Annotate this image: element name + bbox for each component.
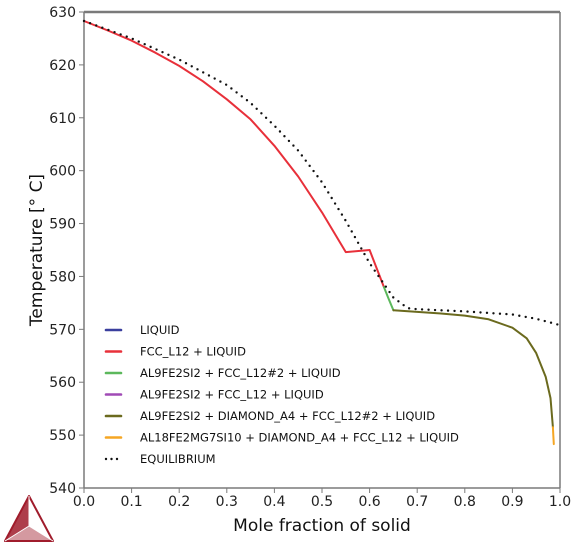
x-tick-label: 1.0 bbox=[549, 494, 571, 510]
y-axis-title: Temperature [° C] bbox=[27, 174, 47, 327]
x-tick-label: 0.3 bbox=[216, 494, 238, 510]
x-axis-ticks: 0.0 0.1 0.2 0.3 0.4 0.5 0.6 0.7 0.8 0.9 1.0 bbox=[73, 488, 571, 510]
y-tick-label: 580 bbox=[49, 269, 76, 285]
logo-edge bbox=[4, 525, 30, 542]
y-tick-label: 550 bbox=[49, 428, 76, 444]
x-tick-label: 0.2 bbox=[168, 494, 190, 510]
legend-label: AL9FE2SI2 + FCC_L12 + LIQUID bbox=[140, 388, 324, 402]
y-tick-label: 560 bbox=[49, 375, 76, 391]
y-tick-label: 620 bbox=[49, 58, 76, 74]
x-axis-title: Mole fraction of solid bbox=[233, 516, 411, 536]
x-tick-label: 0.8 bbox=[454, 494, 476, 510]
legend-label: FCC_L12 + LIQUID bbox=[140, 345, 246, 359]
y-tick-label: 570 bbox=[49, 322, 76, 338]
x-tick-label: 0.5 bbox=[311, 494, 333, 510]
y-tick-label: 630 bbox=[49, 5, 76, 21]
series-line-2 bbox=[83, 20, 385, 288]
legend-label: AL9FE2SI2 + FCC_L12#2 + LIQUID bbox=[140, 366, 341, 380]
series-layer bbox=[82, 19, 562, 446]
legend-label: EQUILIBRIUM bbox=[140, 452, 216, 466]
y-tick-label: 600 bbox=[49, 164, 76, 180]
series-line-3 bbox=[382, 286, 395, 312]
x-tick-label: 0.0 bbox=[73, 494, 95, 510]
series-line-5 bbox=[392, 309, 554, 429]
series-line-6 bbox=[551, 426, 555, 446]
legend-label: LIQUID bbox=[140, 323, 180, 337]
triangle-logo-icon bbox=[4, 495, 54, 542]
y-tick-label: 610 bbox=[49, 111, 76, 127]
y-tick-label: 540 bbox=[49, 481, 76, 497]
series-line-7 bbox=[82, 19, 562, 327]
x-tick-label: 0.4 bbox=[263, 494, 285, 510]
legend: LIQUID FCC_L12 + LIQUID AL9FE2SI2 + FCC_L1… bbox=[104, 323, 459, 466]
y-tick-label: 590 bbox=[49, 217, 76, 233]
x-tick-label: 0.1 bbox=[120, 494, 142, 510]
x-tick-label: 0.9 bbox=[501, 494, 523, 510]
logo-edge bbox=[28, 525, 54, 542]
x-tick-label: 0.6 bbox=[358, 494, 380, 510]
x-tick-label: 0.7 bbox=[406, 494, 428, 510]
y-axis-ticks: 540 550 560 570 580 590 600 610 620 630 bbox=[49, 5, 84, 497]
logo-facet bbox=[5, 526, 53, 541]
legend-label: AL18FE2MG7SI10 + DIAMOND_A4 + FCC_L12 + … bbox=[140, 431, 459, 445]
legend-label: AL9FE2SI2 + DIAMOND_A4 + FCC_L12#2 + LIQ… bbox=[140, 409, 435, 423]
